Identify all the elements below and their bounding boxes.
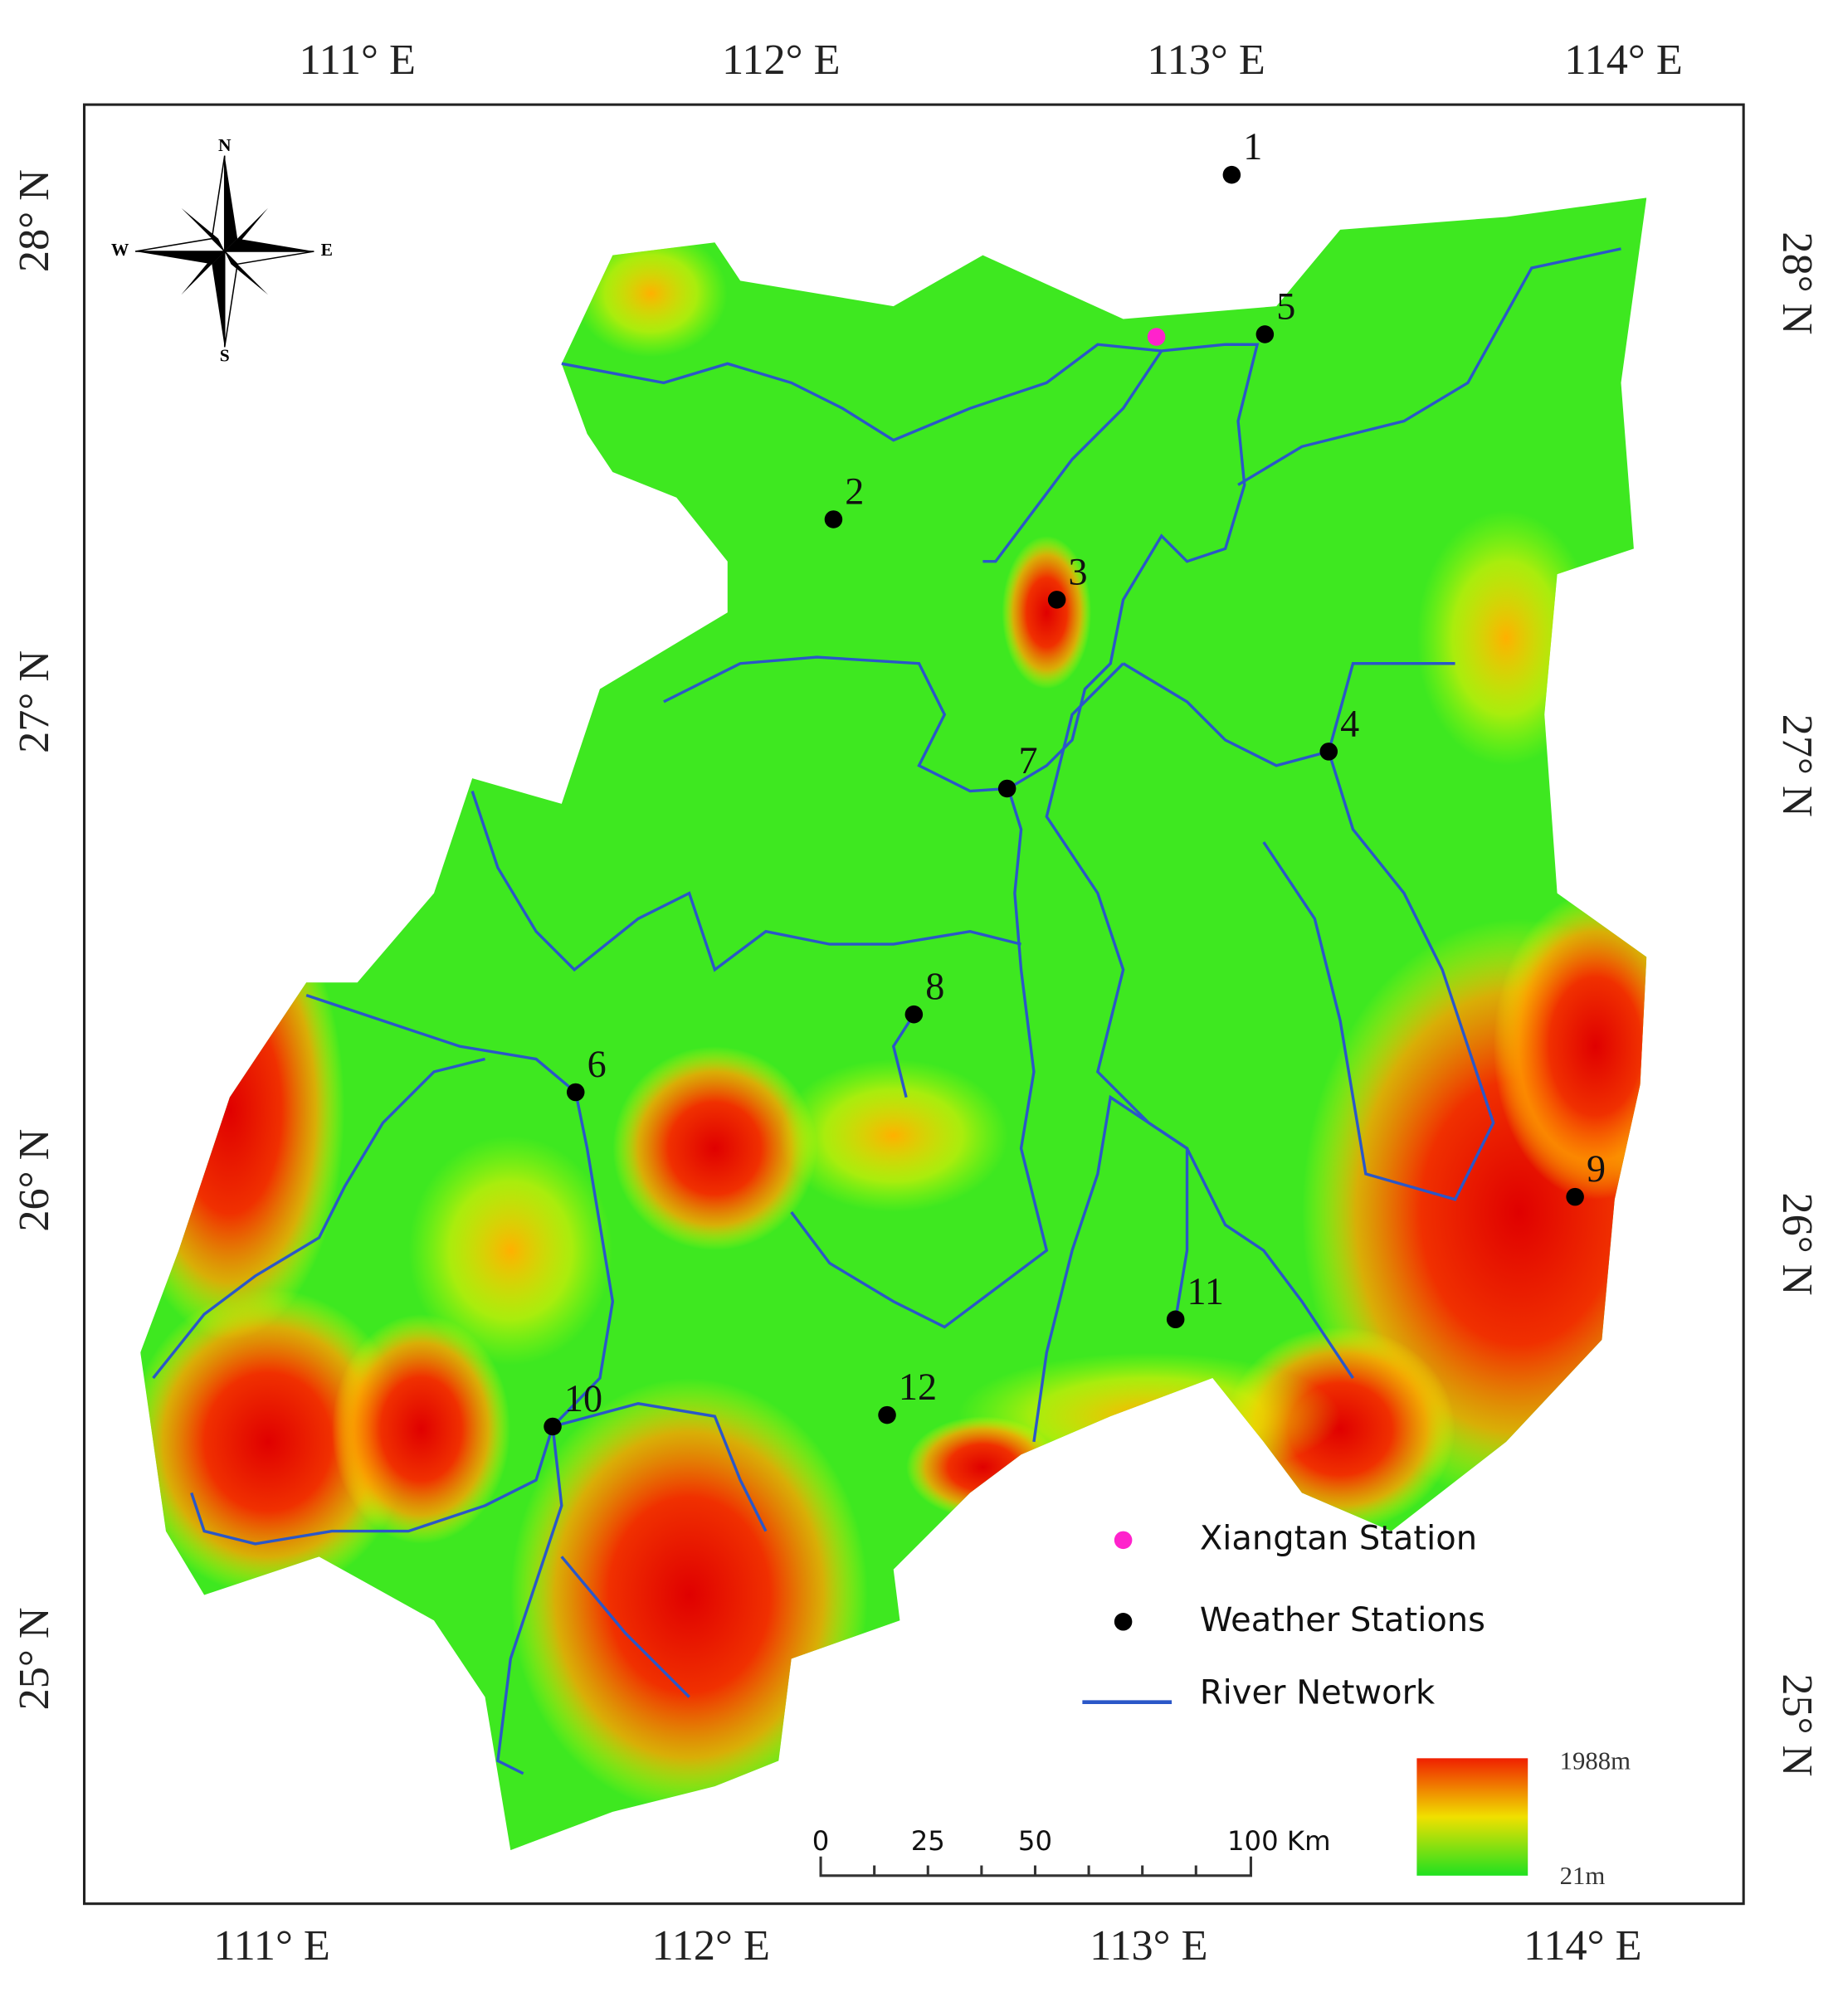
legend-label: Xiangtan Station xyxy=(1200,1519,1477,1557)
station-label: 4 xyxy=(1340,702,1359,744)
lon-label: 111° E xyxy=(213,1921,329,1970)
legend-symbol xyxy=(1114,1613,1133,1631)
legend-label: Weather Stations xyxy=(1200,1601,1485,1639)
compass-south: S xyxy=(220,346,230,366)
station-label: 5 xyxy=(1276,285,1295,327)
scale-label: 0 xyxy=(812,1825,830,1857)
lat-label: 27° N xyxy=(1773,714,1821,817)
elevation-min: 21m xyxy=(1560,1862,1606,1890)
station-label: 10 xyxy=(564,1377,602,1419)
xiangtan-station xyxy=(1147,328,1166,346)
lat-label: 28° N xyxy=(1773,231,1821,334)
legend-symbol xyxy=(1114,1531,1133,1550)
scale-label: 25 xyxy=(911,1825,945,1857)
station-label: 2 xyxy=(845,470,864,513)
lon-label: 111° E xyxy=(299,36,415,84)
compass-north: N xyxy=(218,135,232,155)
scale-label: 100 Km xyxy=(1227,1825,1331,1857)
weather-station xyxy=(904,1005,924,1024)
lat-label: 25° N xyxy=(1773,1673,1821,1776)
weather-station xyxy=(1319,743,1338,761)
weather-station xyxy=(1255,325,1275,343)
lon-label: 112° E xyxy=(722,36,840,84)
station-label: 6 xyxy=(587,1043,607,1085)
station-label: 11 xyxy=(1187,1270,1224,1312)
scale-label: 50 xyxy=(1018,1825,1052,1857)
lon-label: 113° E xyxy=(1090,1921,1207,1970)
elevation-legend: 1988m 21m xyxy=(1416,1747,1631,1890)
station-label: 12 xyxy=(899,1366,937,1408)
lat-label: 25° N xyxy=(10,1607,58,1710)
station-label: 7 xyxy=(1018,739,1037,782)
compass-west: W xyxy=(111,240,129,260)
station-label: 3 xyxy=(1068,550,1087,592)
scale-bar: 0 25 50 100 Km xyxy=(812,1825,1331,1877)
lat-label: 28° N xyxy=(10,169,58,272)
lon-label: 114° E xyxy=(1564,36,1682,84)
legend-label: River Network xyxy=(1200,1673,1436,1712)
weather-station xyxy=(1566,1187,1584,1206)
weather-station xyxy=(544,1417,562,1436)
station-label: 8 xyxy=(925,965,944,1007)
lon-label: 114° E xyxy=(1524,1921,1641,1970)
weather-station xyxy=(824,510,843,528)
compass-east: E xyxy=(321,240,333,260)
elevation-ramp xyxy=(1416,1758,1528,1876)
elevation-max: 1988m xyxy=(1560,1747,1631,1775)
compass: N S W E xyxy=(111,135,333,366)
lon-label: 112° E xyxy=(652,1921,770,1970)
weather-station xyxy=(1166,1310,1185,1329)
weather-station xyxy=(997,779,1017,798)
lon-label: 113° E xyxy=(1147,36,1265,84)
weather-station xyxy=(878,1405,896,1424)
lat-label: 27° N xyxy=(10,650,58,753)
weather-station xyxy=(1047,591,1066,609)
legend: Xiangtan Station Weather Stations River … xyxy=(1082,1519,1485,1712)
weather-station xyxy=(566,1083,585,1102)
station-label: 1 xyxy=(1243,125,1262,168)
lat-label: 26° N xyxy=(1773,1193,1821,1296)
lat-label: 26° N xyxy=(10,1129,58,1232)
station-label: 9 xyxy=(1587,1147,1606,1190)
weather-station xyxy=(1222,165,1241,184)
river-network xyxy=(152,247,1621,1775)
